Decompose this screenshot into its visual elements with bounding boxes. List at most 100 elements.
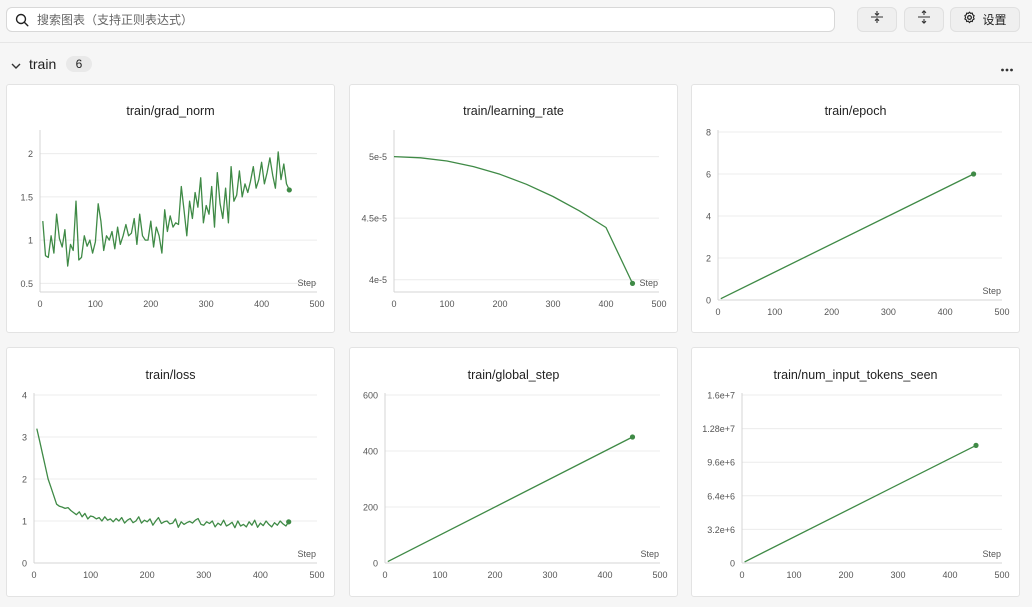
y-tick-label: 600 [363,391,378,401]
x-tick-label: 0 [37,299,42,309]
collapse-icon [870,10,884,29]
x-axis-label: Step [982,286,1001,296]
x-tick-label: 200 [492,299,507,309]
x-tick-label: 300 [199,299,214,309]
series-line [36,428,290,529]
chart-plot: 0 1 2 3 4 0 100 200 300 400 500 Step [22,391,325,581]
chevron-down-icon[interactable] [10,58,22,76]
chart-title: train/grad_norm [126,104,215,118]
x-tick-label: 400 [254,299,269,309]
collapse-all-button[interactable] [857,7,897,32]
y-tick-label: 6.4e+6 [707,491,735,501]
chart-card-global-step[interactable]: train/global_step 0 200 400 600 0 100 200 300 40… [349,347,678,597]
x-tick-label: 400 [598,299,613,309]
x-tick-label: 300 [881,307,896,317]
x-tick-label: 500 [994,307,1009,317]
x-tick-label: 100 [767,307,782,317]
x-tick-label: 400 [597,570,612,580]
series-end-point [629,280,636,286]
chart-plot: 4e-5 4.5e-5 5e-5 0 100 200 300 400 500 Step [361,130,667,309]
chart-title: train/learning_rate [463,104,564,118]
series-end-point [971,171,977,177]
gear-icon [963,11,976,29]
chart-card-loss[interactable]: train/loss 0 1 2 3 4 0 100 200 300 400 500 Step [6,347,335,597]
y-tick-label: 2 [22,475,27,485]
x-axis-label: Step [640,549,659,559]
x-tick-label: 0 [382,570,387,580]
top-bar: 设置 [0,0,1032,42]
x-tick-label: 100 [786,570,801,580]
x-tick-label: 500 [652,570,667,580]
x-tick-label: 300 [545,299,560,309]
y-tick-label: 0 [706,296,711,306]
x-tick-label: 300 [890,570,905,580]
y-tick-label: 2 [28,149,33,159]
y-tick-label: 1 [22,517,27,527]
x-tick-label: 400 [938,307,953,317]
x-tick-label: 0 [715,307,720,317]
search-box[interactable] [6,7,835,32]
chart-title: train/loss [145,368,196,382]
section-count-badge: 6 [66,56,92,72]
series-line [720,173,974,300]
y-tick-label: 6 [706,170,711,180]
y-tick-label: 5e-5 [369,152,387,162]
y-tick-label: 0 [730,559,735,569]
chart-card-learning-rate[interactable]: train/learning_rate 4e-5 4.5e-5 5e-5 0 100 20… [349,84,678,333]
x-tick-label: 200 [824,307,839,317]
expand-all-button[interactable] [904,7,944,32]
x-tick-label: 300 [542,570,557,580]
y-tick-label: 3 [22,433,27,443]
x-tick-label: 500 [309,299,324,309]
more-options-icon[interactable] [1000,60,1014,78]
x-tick-label: 200 [143,299,158,309]
chart-title: train/num_input_tokens_seen [773,368,938,382]
y-tick-label: 0 [373,559,378,569]
y-tick-label: 4 [706,212,711,222]
y-tick-label: 4.5e-5 [361,214,387,224]
search-input[interactable] [35,11,799,28]
chart-plot: 0 3.2e+6 6.4e+6 9.6e+6 1.28e+7 1.6e+7 0 100 200 3… [702,391,1009,581]
y-tick-label: 0.5 [20,279,33,289]
y-tick-label: 1.28e+7 [702,424,735,434]
x-tick-label: 400 [253,570,268,580]
x-tick-label: 0 [739,570,744,580]
series-line [42,151,290,267]
series-end-point [286,519,292,525]
x-tick-label: 500 [994,570,1009,580]
x-axis-label: Step [297,549,316,559]
x-axis-label: Step [982,549,1001,559]
x-tick-label: 100 [88,299,103,309]
chart-title: train/global_step [467,368,560,382]
chart-card-num-input-tokens-seen[interactable]: train/num_input_tokens_seen 0 3.2e+6 6.4e+… [691,347,1020,597]
section-header[interactable]: train 6 [0,50,1032,78]
x-tick-label: 500 [309,570,324,580]
chart-plot: 0 2 4 6 8 0 100 200 300 400 500 Step [706,128,1010,318]
series-line [744,444,977,563]
settings-label: 设置 [982,13,1007,27]
x-tick-label: 0 [391,299,396,309]
y-tick-label: 4e-5 [369,275,387,285]
x-axis-label: Step [297,278,316,288]
y-tick-label: 4 [22,391,27,401]
y-tick-label: 3.2e+6 [707,525,735,535]
y-tick-label: 200 [363,503,378,513]
y-tick-label: 1 [28,236,33,246]
search-icon [15,13,29,27]
chart-card-epoch[interactable]: train/epoch 0 2 4 6 8 0 100 200 300 400 500 Step [691,84,1020,333]
x-tick-label: 0 [31,570,36,580]
series-line [393,155,634,284]
x-tick-label: 300 [196,570,211,580]
x-tick-label: 200 [838,570,853,580]
chart-card-grad-norm[interactable]: train/grad_norm 0.5 1 1.5 2 0 100 200 300 400 500… [6,84,335,333]
x-axis-label: Step [639,278,658,288]
y-tick-label: 1.5 [20,192,33,202]
settings-button[interactable]: 设置 [950,7,1020,32]
chart-plot: 0 200 400 600 0 100 200 300 400 500 Step [363,391,668,581]
series-line [387,436,633,563]
chart-title: train/epoch [824,104,887,118]
x-tick-label: 200 [140,570,155,580]
section-title: train [29,56,57,72]
series-end-point [629,434,636,440]
y-tick-label: 0 [22,559,27,569]
